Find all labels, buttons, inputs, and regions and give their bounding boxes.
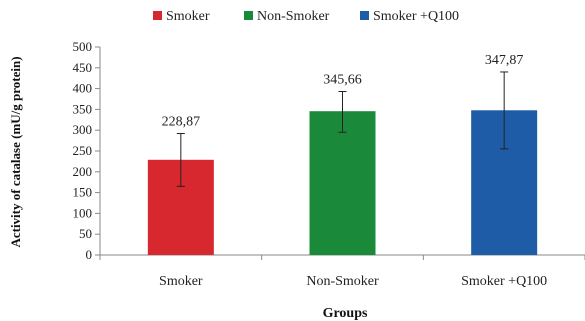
- y-tick-label: 150: [73, 185, 93, 200]
- legend-swatch: [360, 11, 369, 20]
- y-tick-label: 250: [73, 143, 93, 158]
- data-label: 347,87: [485, 53, 524, 68]
- legend-label: Non-Smoker: [257, 9, 330, 24]
- data-label: 228,87: [162, 115, 201, 130]
- y-tick-label: 100: [73, 205, 93, 220]
- x-tick-label: Smoker +Q100: [461, 274, 547, 289]
- y-tick-label: 350: [73, 101, 93, 116]
- y-tick-label: 400: [73, 81, 93, 96]
- y-tick-label: 200: [73, 164, 93, 179]
- axes: 0 50 100 150 200 250 300 350 400 450 500 Smoker Non-…: [73, 39, 585, 289]
- legend-swatch: [153, 11, 162, 20]
- bars: 228,87 345,66 347,87: [147, 53, 538, 256]
- legend-label: Smoker: [166, 9, 210, 24]
- bar: [309, 111, 376, 255]
- legend-swatch: [244, 11, 253, 20]
- data-label: 345,66: [323, 73, 362, 88]
- legend-label: Smoker +Q100: [373, 9, 459, 24]
- y-tick-label: 500: [73, 39, 93, 54]
- y-tick-label: 50: [79, 226, 92, 241]
- x-tick-label: Non-Smoker: [306, 274, 379, 289]
- y-tick-label: 0: [86, 247, 93, 262]
- y-tick-label: 450: [73, 60, 93, 75]
- legend: Smoker Non-Smoker Smoker +Q100: [153, 9, 459, 24]
- x-tick-label: Smoker: [159, 274, 203, 289]
- y-axis-title: Activity of catalase (mU/g protein): [8, 56, 23, 247]
- x-axis-title: Groups: [323, 306, 368, 321]
- y-tick-label: 300: [73, 122, 93, 137]
